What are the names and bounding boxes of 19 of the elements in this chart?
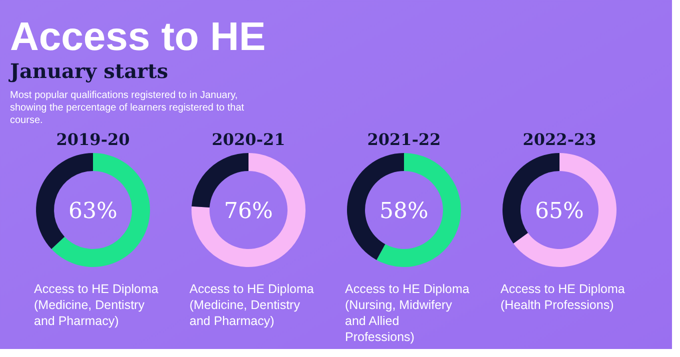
slice-label: Access to HE Diploma (Medicine, Dentistry and Pharmacy) <box>34 282 158 328</box>
donut-slice <box>376 153 461 267</box>
slice-label: Access to HE Diploma (Medicine, Dentistry and Pharmacy) <box>190 282 314 328</box>
text: Most popular qualifications registered to in January, showing the percentage of learners registered to that course. <box>10 90 244 126</box>
chart-title: 2022-23 <box>522 130 596 149</box>
text: Access to HE <box>10 15 266 59</box>
text: January starts <box>8 59 168 83</box>
donut-slice <box>51 153 150 267</box>
slice-label: Access to HE Diploma (Nursing, Midwifery and Allied Professions) <box>345 282 470 344</box>
data-label: 58% <box>380 199 428 224</box>
data-label: 63% <box>68 199 118 224</box>
chart-title: 2021-22 <box>367 130 441 149</box>
slice-label: Access to HE Diploma (Health Professions) <box>500 282 625 312</box>
donut-slice <box>513 153 616 267</box>
data-label: 76% <box>224 199 273 224</box>
data-label: 65% <box>535 199 584 224</box>
chart-title: 2019-20 <box>56 130 130 149</box>
chart-title: 2020-21 <box>212 130 286 149</box>
donut-slice <box>192 153 306 267</box>
